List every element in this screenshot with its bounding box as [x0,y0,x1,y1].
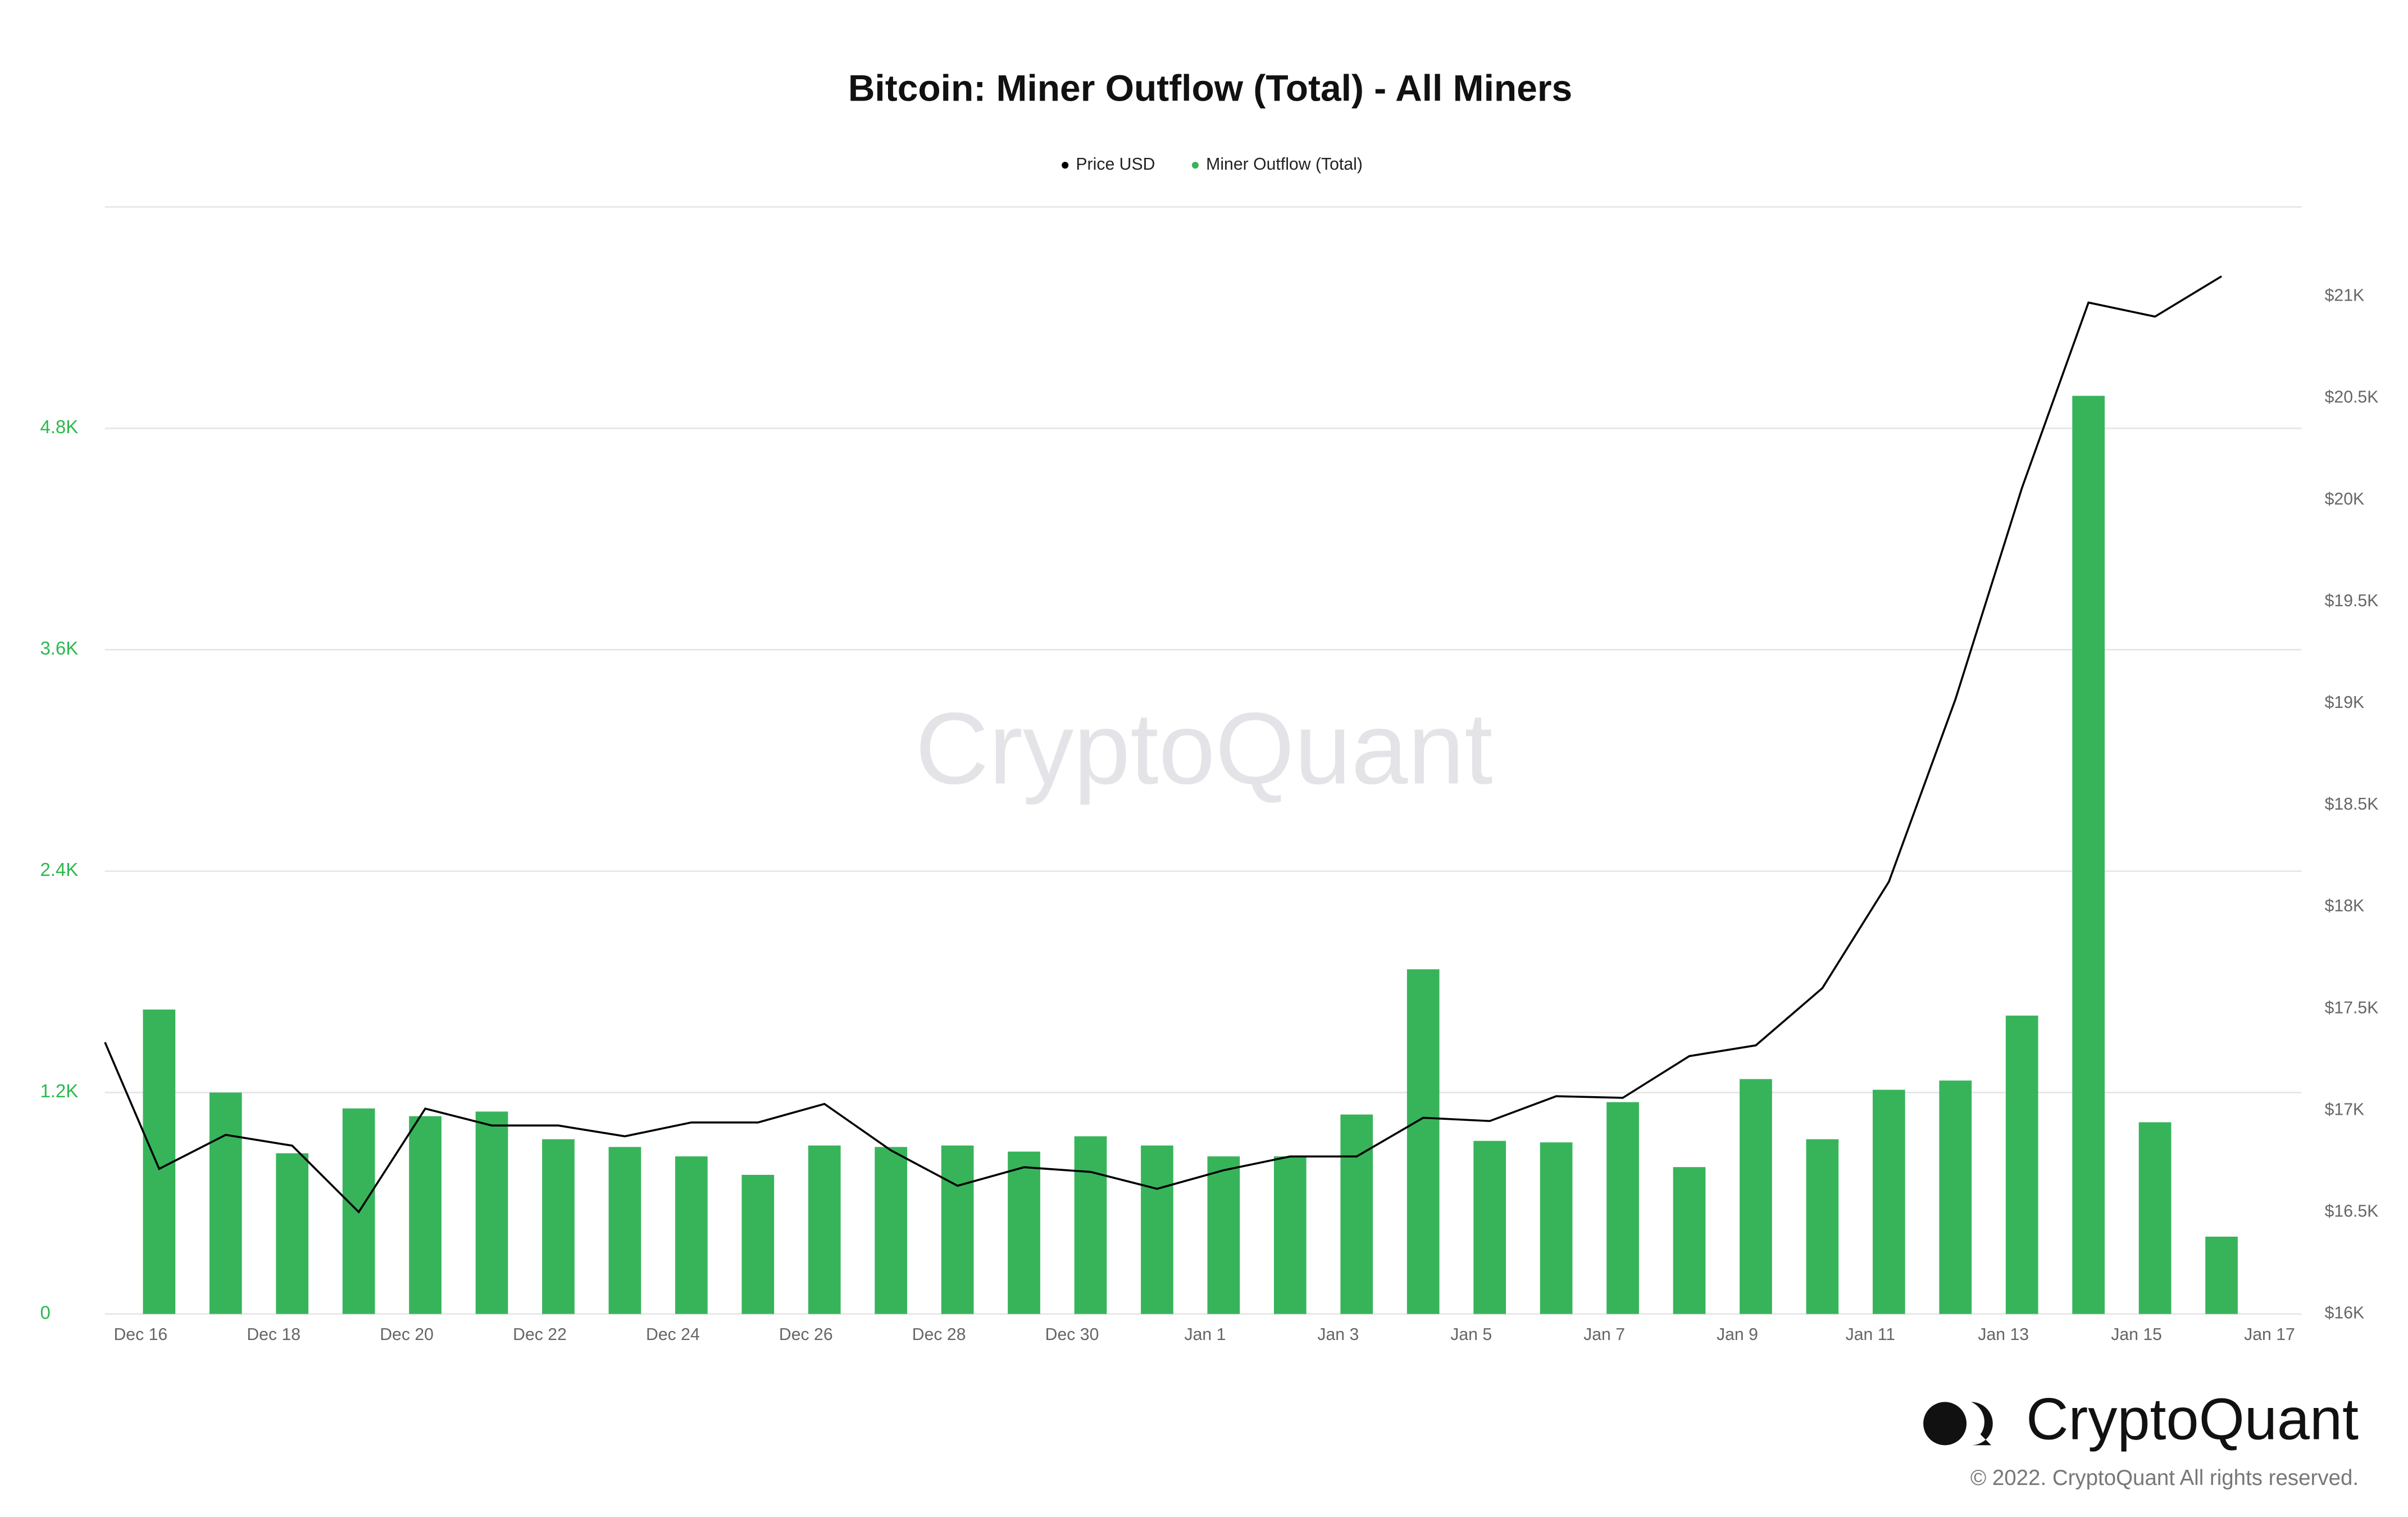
y2-tick-label: $17.5K [2325,998,2379,1017]
logo-circle [1923,1402,1967,1446]
x-tick-label: Jan 11 [1846,1325,1896,1344]
bar [1806,1139,1839,1314]
y2-tick-label: $21K [2325,287,2365,305]
bar [875,1147,908,1314]
x-tick-label: Dec 20 [380,1325,434,1344]
y2-tick-label: $18.5K [2325,795,2379,814]
bar [1141,1145,1173,1314]
bar [608,1147,641,1314]
bar [2138,1122,2172,1314]
bar [209,1092,242,1314]
x-tick-label: Jan 1 [1184,1325,1226,1344]
bar [409,1116,441,1314]
bar [1340,1114,1373,1314]
x-tick-label: Jan 17 [2244,1325,2295,1344]
chart-title: Bitcoin: Miner Outflow (Total) - All Min… [848,67,1572,109]
x-tick-label: Dec 28 [912,1325,966,1344]
y-tick-label: 1.2K [40,1080,78,1101]
bar [542,1139,575,1314]
bar [1273,1156,1307,1314]
x-tick-label: Jan 3 [1317,1325,1359,1344]
y-tick-label: 0 [40,1302,50,1323]
bar [475,1111,508,1314]
bar [276,1153,309,1314]
y-tick-label: 4.8K [40,416,78,437]
bar [1473,1141,1506,1314]
bar [143,1009,176,1314]
legend-label: Miner Outflow (Total) [1206,155,1363,174]
y2-tick-label: $16.5K [2325,1202,2379,1221]
y2-tick-label: $19K [2325,693,2365,712]
bar [2205,1237,2238,1314]
bar [1606,1102,1639,1314]
x-tick-label: Jan 5 [1450,1325,1492,1344]
bar [2072,396,2105,1314]
bar [1939,1080,1972,1314]
x-tick-label: Jan 15 [2111,1325,2162,1344]
x-tick-label: Dec 16 [113,1325,167,1344]
x-tick-label: Dec 26 [779,1325,833,1344]
x-tick-label: Jan 13 [1978,1325,2029,1344]
bar [675,1156,708,1314]
y2-tick-label: $20K [2325,490,2365,508]
bar [1207,1156,1240,1314]
bar [1673,1167,1706,1314]
y2-tick-label: $20.5K [2325,388,2379,407]
copyright: © 2022. CryptoQuant All rights reserved. [1970,1466,2359,1490]
bar [1406,969,1440,1314]
bar [2005,1015,2038,1314]
logo-shape [1971,1402,1993,1446]
x-tick-label: Jan 9 [1717,1325,1758,1344]
x-tick-label: Dec 18 [247,1325,301,1344]
x-tick-label: Dec 24 [646,1325,700,1344]
y2-tick-label: $17K [2325,1100,2365,1119]
price-line [104,275,2222,1214]
bar [741,1175,775,1314]
watermark: CryptoQuant [915,692,1492,805]
bar [1872,1089,1905,1314]
bar [1008,1151,1040,1314]
bar [1540,1142,1573,1314]
y2-tick-label: $19.5K [2325,592,2379,610]
legend-label: Price USD [1076,155,1155,174]
y-tick-label: 3.6K [40,638,78,658]
bar [1740,1079,1772,1314]
x-tick-label: Dec 30 [1045,1325,1099,1344]
y-tick-label: 2.4K [40,859,78,880]
bar [808,1145,841,1314]
bar [1074,1136,1107,1314]
x-tick-label: Dec 22 [513,1325,567,1344]
x-tick-label: Jan 7 [1583,1325,1625,1344]
legend-marker [1062,162,1069,169]
y2-tick-label: $16K [2325,1304,2365,1323]
legend-marker [1191,162,1199,169]
brand-logo [1923,1402,1993,1446]
brand: CryptoQuant [2026,1386,2359,1452]
legend: Price USD Miner Outflow (Total) [1062,155,1363,174]
bar [941,1145,974,1314]
y2-tick-label: $18K [2325,897,2365,915]
